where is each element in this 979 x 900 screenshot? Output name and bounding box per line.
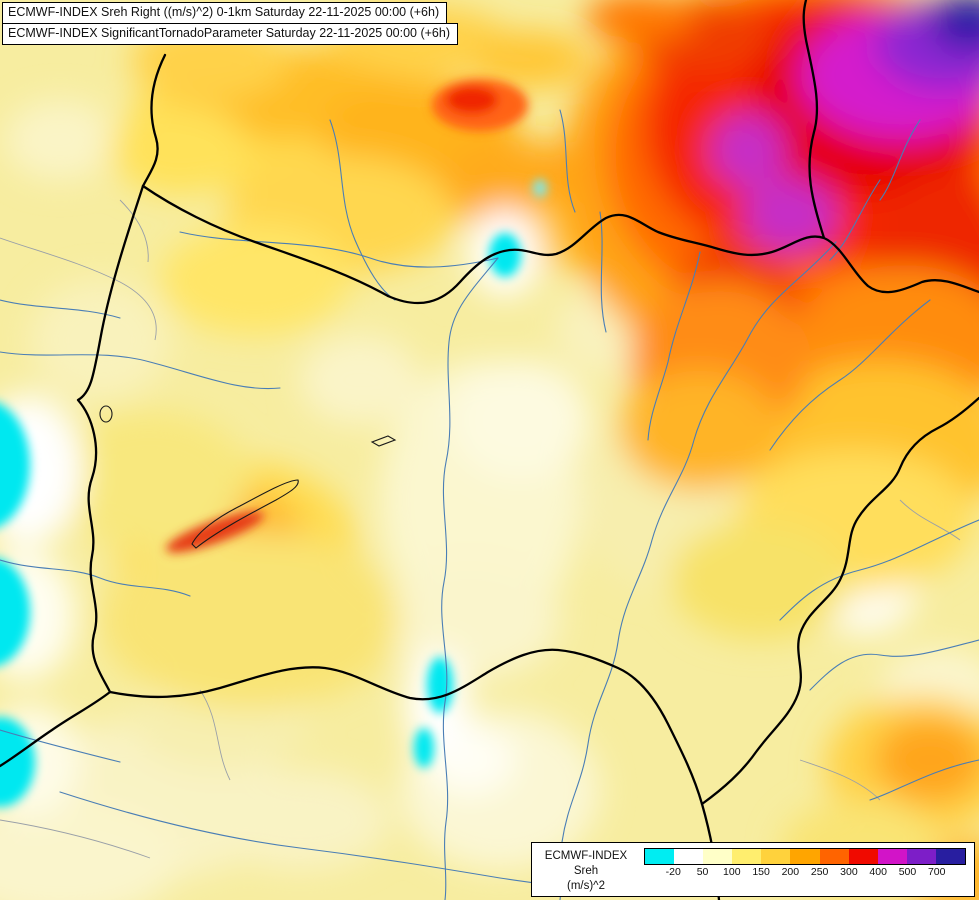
map-title-line-1: ECMWF-INDEX Sreh Right ((m/s)^2) 0-1km S… [2, 2, 448, 24]
legend-tick-label: 400 [869, 866, 887, 879]
legend: ECMWF-INDEX Sreh (m/s)^2 -20 50 100 150 200 2… [531, 842, 975, 897]
lake-velence [370, 435, 397, 447]
legend-tick-label: 150 [752, 866, 770, 879]
legend-color-swatch [848, 849, 878, 865]
rivers [0, 109, 979, 900]
legend-text-block: ECMWF-INDEX Sreh (m/s)^2 [540, 848, 632, 894]
map-title-box: ECMWF-INDEX Sreh Right ((m/s)^2) 0-1km S… [2, 2, 458, 45]
legend-colorbar-wrap: -20 50 100 150 200 250 300 400 500 700 [644, 848, 966, 880]
legend-color-swatch [790, 849, 820, 865]
legend-parameter: Sreh [573, 865, 599, 878]
lake-ferto [99, 405, 113, 423]
legend-tick-label: 300 [840, 866, 858, 879]
legend-colorbar [644, 848, 966, 866]
legend-color-swatch [732, 849, 762, 865]
legend-color-swatch [761, 849, 791, 865]
legend-tick-label: 50 [696, 866, 709, 879]
legend-color-swatch [703, 849, 733, 865]
legend-tick-row: -20 50 100 150 200 250 300 400 500 700 [644, 866, 966, 880]
legend-color-swatch [935, 849, 966, 865]
color-field-details [0, 79, 547, 807]
legend-color-swatch [906, 849, 936, 865]
legend-color-swatch [645, 849, 675, 865]
legend-color-swatch [819, 849, 849, 865]
legend-tick-label: 500 [898, 866, 917, 879]
lakes [99, 405, 397, 549]
legend-tick-label: -20 [665, 866, 681, 879]
legend-tick-label: 700 [927, 866, 946, 879]
map-title-line-2: ECMWF-INDEX SignificantTornadoParameter … [2, 23, 458, 45]
lake-balaton [191, 479, 299, 549]
legend-color-swatch [877, 849, 907, 865]
legend-tick-label: 200 [781, 866, 800, 879]
legend-tick-label: 250 [810, 866, 829, 879]
legend-tick-label: 100 [723, 866, 741, 879]
legend-color-swatch [674, 849, 704, 865]
legend-title: ECMWF-INDEX [544, 850, 628, 863]
legend-units: (m/s)^2 [567, 880, 605, 893]
